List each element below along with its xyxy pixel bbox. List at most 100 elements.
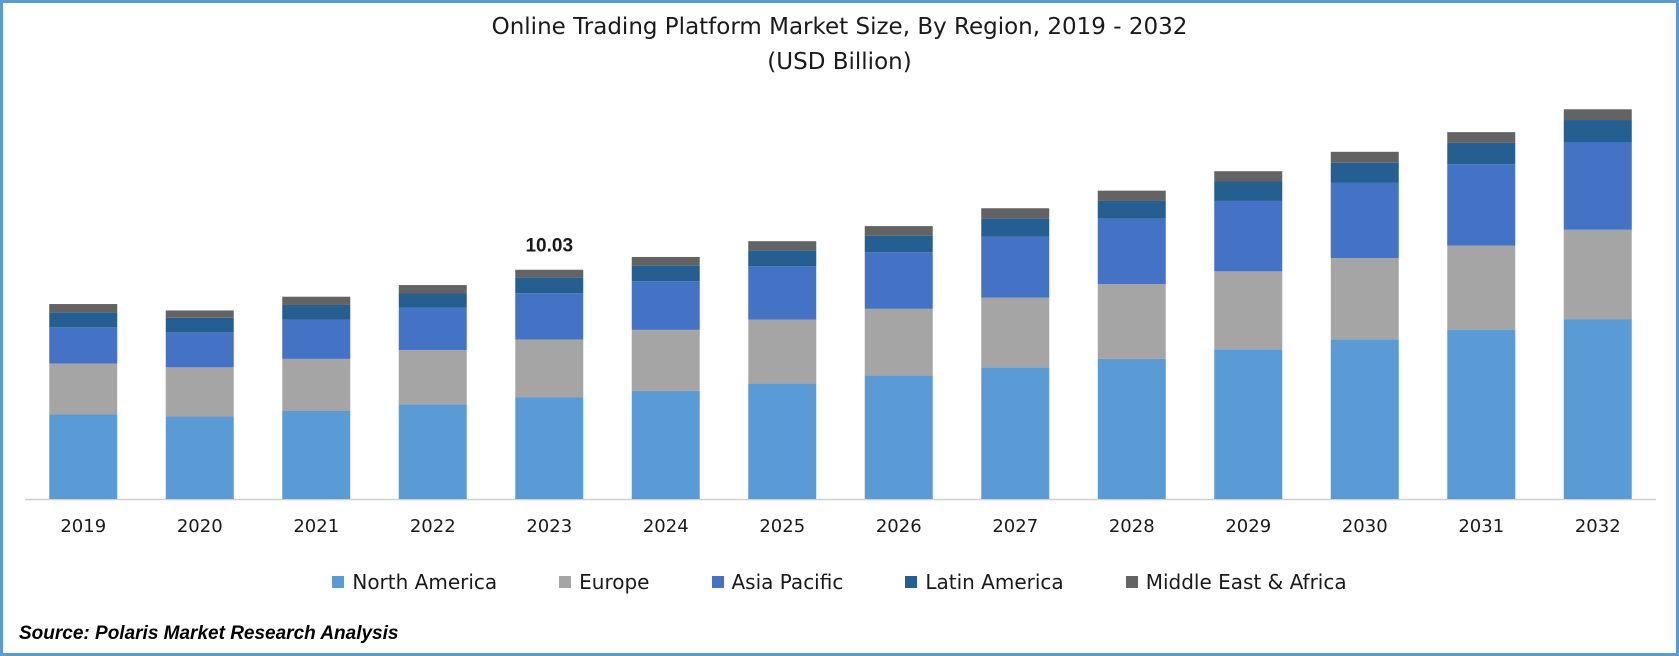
bar-segment-2028-asia-pacific <box>1097 218 1166 285</box>
bar-segment-2022-latin-america <box>398 293 467 308</box>
x-tick-label-2023: 2023 <box>526 516 572 537</box>
bar-segment-2029-asia-pacific <box>1214 200 1283 272</box>
legend-label: Europe <box>579 570 650 594</box>
bar-segment-2026-north-america <box>864 375 933 499</box>
bar-segment-2029-europe <box>1214 271 1283 350</box>
bar-segment-2029-middle-east-africa <box>1214 171 1283 182</box>
bar-segment-2029-latin-america <box>1214 181 1283 201</box>
bar-segment-2019-asia-pacific <box>49 327 118 364</box>
bar-segment-2021-asia-pacific <box>282 319 351 359</box>
legend-swatch <box>905 576 918 588</box>
bar-segment-2022-asia-pacific <box>398 307 467 350</box>
bar-segment-2020-middle-east-africa <box>165 310 234 318</box>
bar-segment-2028-latin-america <box>1097 200 1166 219</box>
bar-segment-2027-europe <box>981 297 1050 368</box>
bar-segment-2025-asia-pacific <box>748 266 817 320</box>
legend-swatch <box>1125 576 1138 588</box>
x-tick-label-2028: 2028 <box>1109 516 1155 537</box>
bar-segment-2028-north-america <box>1097 358 1166 499</box>
bar-segment-2024-europe <box>631 329 700 391</box>
bar-segment-2030-europe <box>1330 258 1399 340</box>
bar-segment-2029-north-america <box>1214 349 1283 499</box>
bar-segment-2024-north-america <box>631 390 700 499</box>
x-tick-label-2022: 2022 <box>410 516 456 537</box>
bar-segment-2025-middle-east-africa <box>748 241 817 251</box>
bar-segment-2024-asia-pacific <box>631 281 700 330</box>
bar-segment-2027-north-america <box>981 367 1050 499</box>
chart-legend: North America Europe Asia Pacific Latin Ame… <box>3 570 1676 594</box>
legend-item-north-america: North America <box>332 570 497 594</box>
bar-segment-2024-middle-east-africa <box>631 256 700 266</box>
x-tick-label-2030: 2030 <box>1342 516 1388 537</box>
bar-segment-2019-latin-america <box>49 312 118 328</box>
x-tick-label-2025: 2025 <box>759 516 805 537</box>
bar-segment-2023-north-america <box>515 397 584 499</box>
bar-segment-2020-north-america <box>165 416 234 499</box>
legend-label: North America <box>352 570 498 594</box>
bar-segment-2030-asia-pacific <box>1330 182 1399 259</box>
bar-segment-2023-europe <box>515 339 584 398</box>
x-tick-label-2020: 2020 <box>177 516 223 537</box>
chart-subtitle: (USD Billion) <box>767 49 912 75</box>
stacked-bar-chart: 2019 2020 2021 2022 2023 10.03 2024 2025 2026 202… <box>25 109 1656 537</box>
bar-segment-2032-europe <box>1563 229 1632 320</box>
legend-swatch <box>711 576 724 588</box>
bar-segment-2026-middle-east-africa <box>864 226 933 236</box>
bar-segment-2022-europe <box>398 349 467 405</box>
bar-segment-2026-latin-america <box>864 235 933 253</box>
bar-segment-2021-latin-america <box>282 304 351 320</box>
bar-segment-2031-latin-america <box>1447 142 1516 165</box>
bar-segment-2030-middle-east-africa <box>1330 151 1399 163</box>
legend-swatch <box>332 576 345 588</box>
bar-segment-2030-latin-america <box>1330 162 1399 183</box>
x-tick-label-2024: 2024 <box>643 516 689 537</box>
bar-segment-2032-north-america <box>1563 319 1632 499</box>
legend-item-middle-east-africa: Middle East & Africa <box>1125 570 1347 594</box>
bar-segment-2025-north-america <box>748 383 817 499</box>
bar-segment-2019-europe <box>49 363 118 415</box>
bar-segment-2032-latin-america <box>1563 120 1632 143</box>
x-tick-label-2029: 2029 <box>1225 516 1271 537</box>
bar-segment-2020-latin-america <box>165 317 234 333</box>
legend-item-europe: Europe <box>559 570 650 594</box>
bar-segment-2025-europe <box>748 319 817 384</box>
bar-segment-2030-north-america <box>1330 339 1399 499</box>
bar-segment-2031-middle-east-africa <box>1447 132 1516 143</box>
legend-swatch <box>559 576 572 588</box>
source-note: Source: Polaris Market Research Analysis <box>19 623 399 644</box>
bar-segment-2026-europe <box>864 308 933 376</box>
bar-segment-2019-middle-east-africa <box>49 304 118 313</box>
x-tick-label-2026: 2026 <box>876 516 922 537</box>
legend-item-latin-america: Latin America <box>905 570 1064 594</box>
bar-segment-2024-latin-america <box>631 265 700 282</box>
x-tick-label-2032: 2032 <box>1575 516 1621 537</box>
bar-segment-2025-latin-america <box>748 250 817 267</box>
legend-label: Latin America <box>925 570 1064 594</box>
legend-label: Middle East & Africa <box>1145 570 1347 594</box>
bar-segment-2027-latin-america <box>981 218 1050 237</box>
bar-segment-2027-middle-east-africa <box>981 208 1050 219</box>
bar-segment-2023-asia-pacific <box>515 293 584 340</box>
bar-segment-2022-north-america <box>398 404 467 499</box>
legend-label: Asia Pacific <box>731 570 844 594</box>
bar-segment-2022-middle-east-africa <box>398 285 467 294</box>
bar-segment-2028-europe <box>1097 284 1166 359</box>
bar-segment-2023-latin-america <box>515 277 584 294</box>
bar-segment-2026-asia-pacific <box>864 252 933 309</box>
x-tick-label-2027: 2027 <box>992 516 1038 537</box>
bar-segment-2031-north-america <box>1447 329 1516 499</box>
bar-segment-2021-middle-east-africa <box>282 296 351 305</box>
x-tick-label-2019: 2019 <box>60 516 106 537</box>
x-tick-label-2021: 2021 <box>293 516 339 537</box>
bar-segment-2019-north-america <box>49 414 118 499</box>
bar-segment-2028-middle-east-africa <box>1097 190 1166 201</box>
bar-segment-2020-asia-pacific <box>165 332 234 368</box>
chart-title: Online Trading Platform Market Size, By … <box>491 14 1188 40</box>
bar-segment-2021-europe <box>282 358 351 411</box>
data-label-2023: 10.03 <box>525 236 573 257</box>
legend-item-asia-pacific: Asia Pacific <box>711 570 844 594</box>
bar-segment-2032-asia-pacific <box>1563 142 1632 230</box>
bar-segment-2031-europe <box>1447 245 1516 330</box>
bar-segment-2027-asia-pacific <box>981 236 1050 298</box>
